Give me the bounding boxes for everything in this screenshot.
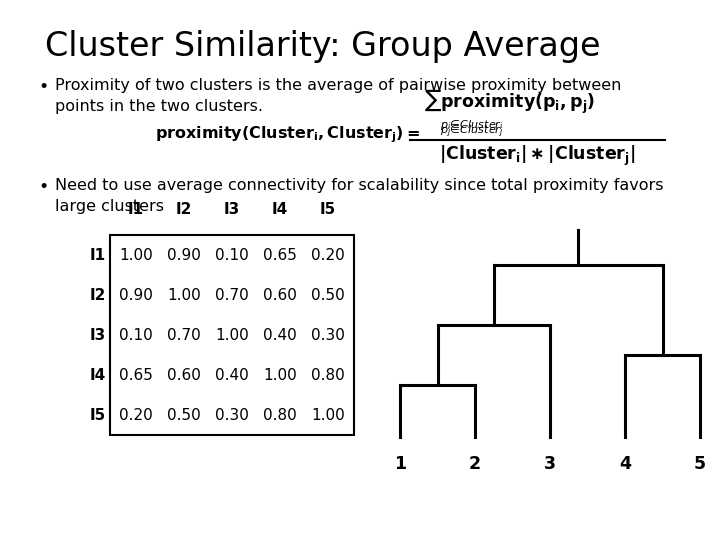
Text: I4: I4 bbox=[90, 368, 106, 382]
Text: $\bf{|Cluster_i|\ast|Cluster_j|}$: $\bf{|Cluster_i|\ast|Cluster_j|}$ bbox=[438, 144, 635, 168]
Text: 1: 1 bbox=[394, 455, 406, 473]
Bar bbox=[110, 235, 354, 435]
Text: •: • bbox=[38, 178, 48, 196]
Text: 0.30: 0.30 bbox=[311, 327, 345, 342]
Text: 0.50: 0.50 bbox=[311, 287, 345, 302]
Text: $\bf{proximity(Cluster_i,Cluster_j)}$$\bf{ = }$: $\bf{proximity(Cluster_i,Cluster_j)}$$\b… bbox=[155, 125, 420, 145]
Text: 3: 3 bbox=[544, 455, 556, 473]
Text: I2: I2 bbox=[89, 287, 106, 302]
Text: I3: I3 bbox=[224, 202, 240, 217]
Text: I1: I1 bbox=[128, 202, 144, 217]
Text: 0.60: 0.60 bbox=[263, 287, 297, 302]
Text: I3: I3 bbox=[90, 327, 106, 342]
Text: 0.70: 0.70 bbox=[215, 287, 249, 302]
Text: 0.30: 0.30 bbox=[215, 408, 249, 422]
Text: 0.10: 0.10 bbox=[215, 247, 249, 262]
Text: I2: I2 bbox=[176, 202, 192, 217]
Text: 0.40: 0.40 bbox=[215, 368, 249, 382]
Text: $\sum\bf{proximity(p_i,p_j)}$: $\sum\bf{proximity(p_i,p_j)}$ bbox=[424, 88, 595, 116]
Text: 0.65: 0.65 bbox=[263, 247, 297, 262]
Text: 0.70: 0.70 bbox=[167, 327, 201, 342]
Text: 1.00: 1.00 bbox=[215, 327, 249, 342]
Text: 0.90: 0.90 bbox=[167, 247, 201, 262]
Text: 0.40: 0.40 bbox=[263, 327, 297, 342]
Text: 1.00: 1.00 bbox=[263, 368, 297, 382]
Text: points in the two clusters.: points in the two clusters. bbox=[55, 99, 263, 114]
Text: 1.00: 1.00 bbox=[311, 408, 345, 422]
Text: 0.80: 0.80 bbox=[263, 408, 297, 422]
Text: 4: 4 bbox=[619, 455, 631, 473]
Text: Cluster Similarity: Group Average: Cluster Similarity: Group Average bbox=[45, 30, 600, 63]
Text: $p_j\!\in\!Cluster_j$: $p_j\!\in\!Cluster_j$ bbox=[440, 124, 503, 140]
Text: 0.65: 0.65 bbox=[119, 368, 153, 382]
Text: I5: I5 bbox=[320, 202, 336, 217]
Text: 0.60: 0.60 bbox=[167, 368, 201, 382]
Text: •: • bbox=[38, 78, 48, 96]
Text: I5: I5 bbox=[90, 408, 106, 422]
Text: Need to use average connectivity for scalability since total proximity favors: Need to use average connectivity for sca… bbox=[55, 178, 664, 193]
Text: 0.20: 0.20 bbox=[311, 247, 345, 262]
Text: 2: 2 bbox=[469, 455, 481, 473]
Text: 0.50: 0.50 bbox=[167, 408, 201, 422]
Text: 1.00: 1.00 bbox=[167, 287, 201, 302]
Text: 5: 5 bbox=[694, 455, 706, 473]
Text: 1.00: 1.00 bbox=[119, 247, 153, 262]
Text: Proximity of two clusters is the average of pairwise proximity between: Proximity of two clusters is the average… bbox=[55, 78, 621, 93]
Text: 0.80: 0.80 bbox=[311, 368, 345, 382]
Text: 0.20: 0.20 bbox=[119, 408, 153, 422]
Text: 0.10: 0.10 bbox=[119, 327, 153, 342]
Text: I1: I1 bbox=[90, 247, 106, 262]
Text: 0.90: 0.90 bbox=[119, 287, 153, 302]
Text: large clusters: large clusters bbox=[55, 199, 164, 214]
Text: $p_i\!\in\!Cluster_i$: $p_i\!\in\!Cluster_i$ bbox=[440, 118, 503, 132]
Text: I4: I4 bbox=[272, 202, 288, 217]
